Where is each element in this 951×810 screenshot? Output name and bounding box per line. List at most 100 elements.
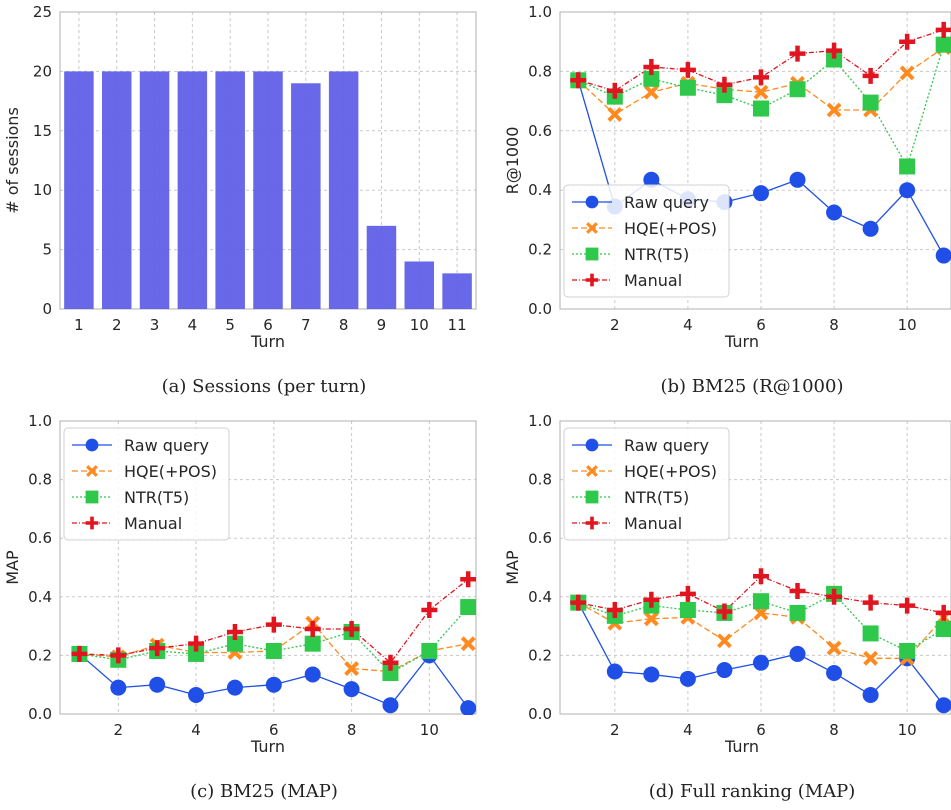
panel-bm25-map: 0.0 0.2 0.4 0.6 0.8 1.0 2 4 6 8 10 Turn MAP (c) BM25 …: [3, 412, 477, 802]
x-tick-label: 10: [410, 316, 429, 334]
marker-circle: [188, 686, 205, 703]
marker-circle: [343, 681, 360, 698]
plot-area: [570, 21, 951, 264]
x-tick-label: 6: [263, 316, 273, 334]
marker-square: [679, 79, 696, 96]
y-tick-label: 0.8: [528, 62, 552, 80]
y-tick-label: 0.4: [28, 588, 52, 606]
legend-label: HQE(+POS): [624, 219, 717, 238]
legend-box: [63, 427, 230, 541]
marker-x: [753, 84, 769, 100]
marker-plus: [716, 76, 733, 93]
series-line: [577, 602, 945, 659]
panel-caption: (d) Full ranking (MAP): [649, 781, 856, 802]
y-tick-label: 0.2: [528, 241, 552, 259]
marker-square: [460, 599, 476, 616]
marker-circle: [643, 666, 660, 683]
marker-square: [935, 621, 951, 638]
y-tick-label: 10: [33, 181, 52, 199]
marker-plus: [460, 571, 476, 588]
y-tick-label: 0.6: [28, 529, 52, 547]
plot-frame: [559, 420, 951, 715]
marker-plus: [226, 623, 243, 640]
legend-label: NTR(T5): [124, 488, 189, 507]
marker-square: [752, 593, 769, 610]
plot-frame: [59, 420, 477, 715]
y-tick-label: 0: [42, 300, 52, 318]
marker-circle: [585, 438, 599, 452]
x-tick-label: 4: [683, 316, 693, 334]
marker-square: [789, 81, 806, 98]
marker-circle: [826, 664, 843, 681]
marker-circle: [149, 676, 166, 693]
marker-square: [585, 490, 599, 504]
marker-plus: [265, 616, 282, 633]
marker-square: [862, 625, 879, 642]
x-tick-label: 10: [420, 721, 439, 739]
marker-square: [899, 643, 916, 660]
x-tick-label: 8: [339, 316, 349, 334]
marker-plus: [862, 67, 879, 84]
marker-plus: [789, 582, 806, 599]
x-axis-label: Turn: [250, 332, 285, 351]
marker-x: [586, 465, 598, 477]
marker-circle: [899, 182, 916, 199]
bar: [442, 273, 472, 309]
marker-plus: [606, 82, 623, 99]
plot-area: [71, 571, 476, 715]
marker-plus: [679, 61, 696, 78]
marker-plus: [188, 635, 205, 652]
marker-square: [265, 643, 282, 660]
panel-full-ranking-map: 0.0 0.2 0.4 0.6 0.8 1.0 2 4 6 8 10 Turn MAP (d) Full …: [503, 412, 951, 802]
x-tick-label: 10: [898, 316, 917, 334]
legend-label: Raw query: [624, 193, 709, 212]
y-tick-label: 15: [33, 122, 52, 140]
marker-plus: [752, 69, 769, 86]
y-axis-label: MAP: [503, 550, 522, 585]
marker-plus: [716, 603, 733, 620]
x-tick-label: 10: [898, 721, 917, 739]
marker-square: [716, 87, 733, 104]
y-tick-label: 25: [33, 3, 52, 21]
marker-square: [188, 645, 205, 662]
marker-plus: [643, 591, 660, 608]
x-tick-label: 6: [756, 316, 766, 334]
plot-frame: [559, 11, 951, 310]
y-axis-label: MAP: [3, 550, 22, 585]
marker-plus: [679, 585, 696, 602]
legend-label: HQE(+POS): [124, 462, 217, 481]
marker-plus: [585, 516, 599, 530]
bar: [177, 71, 208, 310]
legend-label: NTR(T5): [624, 488, 689, 507]
y-tick-label: 0.6: [528, 122, 552, 140]
marker-x: [643, 84, 659, 100]
marker-square: [826, 51, 843, 68]
panel-bm25-r1000: 0.0 0.2 0.4 0.6 0.8 1.0 2 4 6 8 10 Turn R@1000 (b) BM…: [503, 3, 951, 397]
plot-area: [64, 71, 472, 310]
marker-circle: [862, 220, 879, 237]
marker-circle: [265, 676, 282, 693]
y-tick-label: 5: [42, 241, 52, 259]
x-tick-label: 2: [112, 316, 122, 334]
x-tick-label: 11: [448, 316, 467, 334]
x-tick-label: 9: [377, 316, 387, 334]
marker-square: [421, 643, 438, 660]
marker-plus: [585, 273, 599, 287]
bar: [366, 225, 397, 309]
legend-label: HQE(+POS): [624, 462, 717, 481]
bar: [253, 71, 283, 310]
marker-plus: [570, 594, 587, 611]
marker-square: [643, 70, 660, 87]
marker-plus: [789, 45, 806, 62]
bar: [291, 83, 321, 309]
marker-plus: [149, 640, 166, 657]
marker-plus: [752, 568, 769, 585]
marker-circle: [935, 697, 951, 714]
marker-plus: [935, 21, 951, 38]
x-tick-label: 6: [756, 721, 766, 739]
plot-area: [570, 568, 951, 714]
marker-circle: [460, 700, 476, 715]
marker-plus: [899, 597, 916, 614]
marker-square: [862, 94, 879, 111]
x-tick-label: 4: [683, 721, 693, 739]
